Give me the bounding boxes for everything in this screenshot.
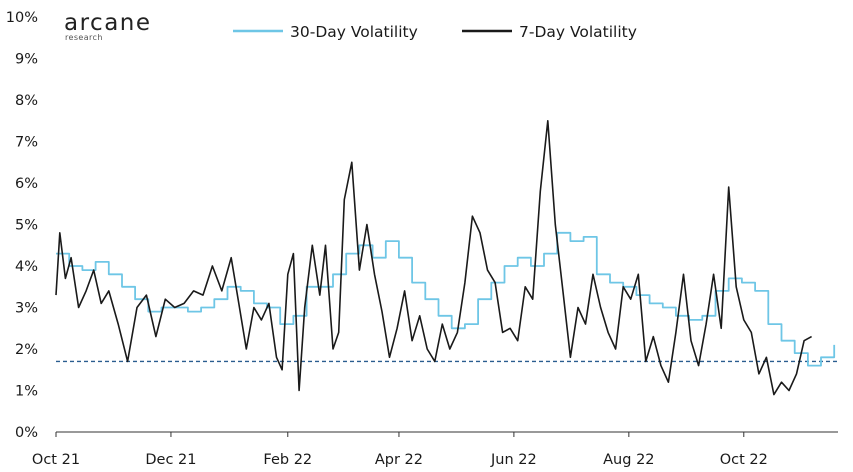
logo-subtext: research: [65, 33, 103, 42]
y-tick-label: 3%: [15, 301, 38, 317]
x-tick-label: Dec 21: [145, 452, 196, 468]
x-tick-label: Oct 22: [720, 452, 768, 468]
x-tick-label: Jun 22: [490, 452, 537, 468]
x-tick-label: Aug 22: [603, 452, 654, 468]
x-tick-label: Oct 21: [32, 452, 80, 468]
y-tick-label: 8%: [15, 93, 38, 109]
y-tick-label: 5%: [15, 218, 38, 234]
y-tick-label: 10%: [6, 10, 38, 26]
y-tick-label: 7%: [15, 135, 38, 151]
y-tick-label: 4%: [15, 259, 38, 275]
legend: 30-Day Volatility 7-Day Volatility: [233, 23, 637, 41]
x-axis: Oct 21 Dec 21 Feb 22 Apr 22 Jun 22 Aug 22 Oct …: [32, 431, 838, 468]
y-tick-label: 1%: [15, 384, 38, 400]
logo-text: arcane: [64, 10, 152, 36]
y-tick-label: 0%: [15, 425, 38, 441]
y-axis: 0% 1% 2% 3% 4% 5% 6% 7% 8% 9% 10%: [6, 10, 38, 441]
x-tick-label: Apr 22: [375, 452, 423, 468]
series-7d-line: [55, 120, 812, 396]
y-tick-label: 2%: [15, 342, 38, 358]
legend-label-30d: 30-Day Volatility: [290, 23, 418, 41]
plot-area: [55, 120, 838, 396]
series-30d-line: [56, 231, 836, 367]
x-tick-label: Feb 22: [263, 452, 312, 468]
y-tick-label: 9%: [15, 52, 38, 68]
legend-label-7d: 7-Day Volatility: [519, 23, 637, 41]
logo: arcane research: [64, 10, 152, 42]
y-tick-label: 6%: [15, 176, 38, 192]
